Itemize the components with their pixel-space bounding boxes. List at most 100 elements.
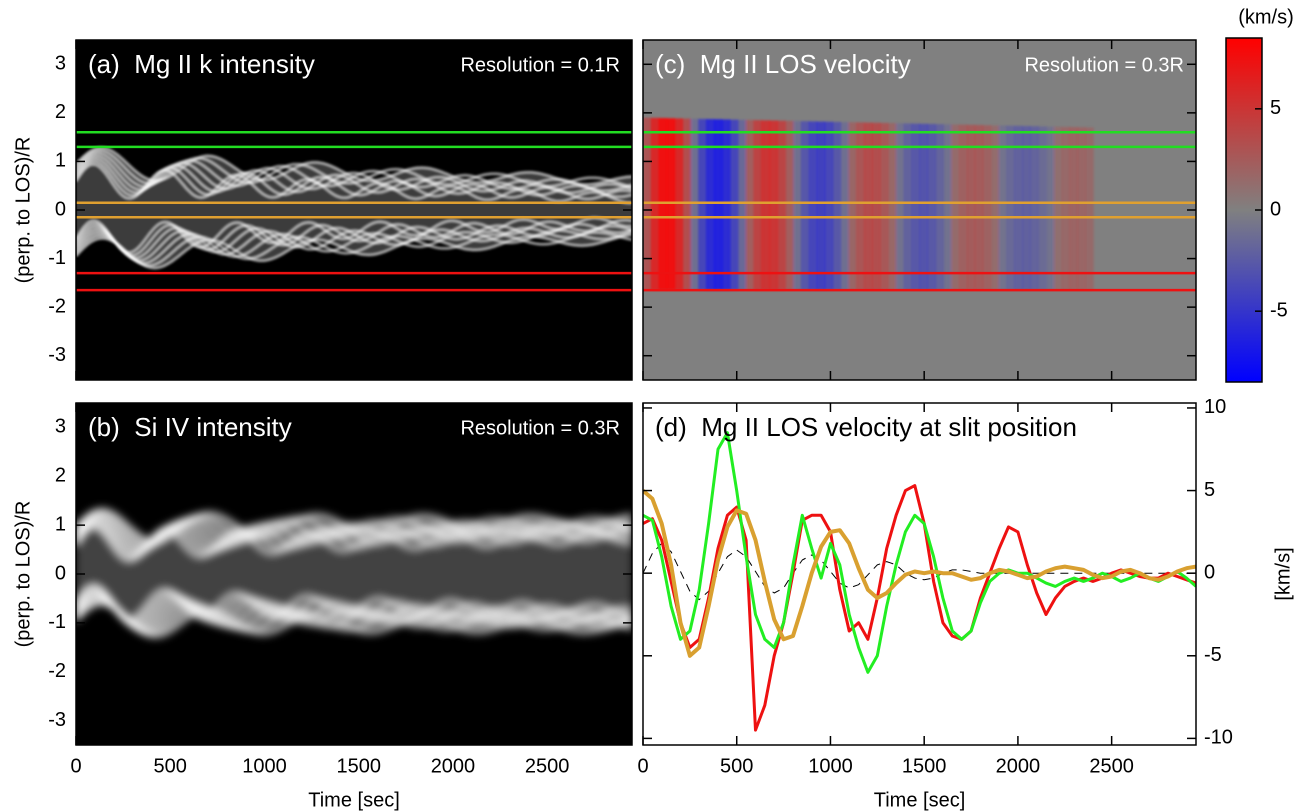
- panel-title: (c) Mg II LOS velocity: [655, 49, 911, 79]
- y-tick-label: 2: [55, 101, 66, 123]
- x-tick-label: 1500: [336, 755, 381, 777]
- plot-area: [643, 431, 1196, 732]
- y-tick-label: -1: [48, 611, 66, 633]
- x-tick-label: 500: [154, 755, 187, 777]
- image-stripe: [714, 119, 723, 291]
- image-stripe: [761, 120, 770, 291]
- x-tick-label: 2000: [431, 755, 476, 777]
- image-stripe: [737, 119, 747, 291]
- y-tick-label: 1: [55, 513, 66, 535]
- y-tick-label: 5: [1204, 479, 1215, 501]
- colorbar-tick-label: 0: [1270, 198, 1281, 220]
- plot-area: [76, 40, 632, 380]
- y-tick-label: -3: [48, 344, 66, 366]
- image-stripe: [848, 122, 857, 291]
- image-stripe: [1030, 126, 1039, 291]
- image-stripe: [650, 117, 660, 291]
- image-stripe: [1045, 126, 1055, 291]
- image-stripe: [951, 124, 960, 291]
- x-axis-label: Time [sec]: [874, 789, 966, 811]
- x-tick-label: 0: [70, 755, 81, 777]
- x-tick-label: 1500: [902, 755, 947, 777]
- image-stripe: [998, 125, 1007, 291]
- image-stripe: [895, 123, 905, 291]
- x-axis-label: Time [sec]: [308, 789, 400, 811]
- image-stripe: [864, 122, 873, 291]
- colorbar-tick-label: 5: [1270, 97, 1281, 119]
- image-stripe: [793, 121, 802, 291]
- image-stripe: [911, 123, 920, 291]
- image-stripe: [959, 124, 968, 291]
- image-texture: [643, 117, 1094, 291]
- panel-title: (b) Si IV intensity: [88, 412, 292, 442]
- image-stripe: [1006, 125, 1015, 291]
- panel-annotation: Resolution = 0.1R: [460, 54, 620, 76]
- y-tick-label: 10: [1204, 396, 1226, 418]
- image-stripe: [880, 122, 889, 291]
- image-stripe: [808, 121, 818, 291]
- image-stripe: [935, 124, 944, 291]
- colorbar-tick-label: -5: [1270, 299, 1288, 321]
- x-tick-label: 2500: [1089, 755, 1134, 777]
- image-strand: [76, 524, 632, 563]
- image-stripe: [990, 125, 999, 291]
- image-stripe: [777, 120, 786, 291]
- image-strand: [76, 224, 632, 262]
- image-stripe: [1061, 126, 1071, 291]
- image-stripe: [690, 118, 699, 291]
- image-stripe: [1085, 127, 1094, 291]
- image-stripe: [801, 121, 810, 291]
- y-axis-label: (perp. to LOS)/R: [12, 501, 34, 648]
- image-stripe: [674, 118, 683, 291]
- image-stripe: [824, 121, 834, 291]
- y-tick-label: 0: [55, 198, 66, 220]
- y-tick-label: -2: [48, 295, 66, 317]
- image-stripe: [903, 123, 913, 291]
- image-stripe: [840, 122, 849, 291]
- y-tick-label: -1: [48, 247, 66, 269]
- x-tick-label: 2000: [996, 755, 1041, 777]
- x-tick-label: 500: [720, 755, 753, 777]
- image-stripe: [927, 123, 936, 291]
- panel-annotation: Resolution = 0.3R: [1024, 54, 1184, 76]
- image-strand: [76, 162, 632, 205]
- x-tick-label: 1000: [808, 755, 853, 777]
- image-strand: [76, 216, 632, 254]
- y-tick-label: 3: [55, 416, 66, 438]
- image-stripe: [785, 120, 794, 291]
- y-tick-label: 0: [55, 562, 66, 584]
- image-stripe: [722, 119, 731, 291]
- image-stripe: [745, 119, 755, 291]
- series-line: [643, 484, 1196, 732]
- image-stripe: [1014, 125, 1023, 291]
- image-stripe: [974, 125, 984, 291]
- image-stripe: [919, 123, 928, 291]
- x-tick-label: 2500: [525, 755, 570, 777]
- x-tick-label: 1000: [242, 755, 287, 777]
- image-texture: [76, 146, 632, 270]
- image-stripe: [658, 118, 668, 291]
- image-stripe: [1077, 127, 1086, 291]
- image-texture: [76, 507, 632, 639]
- image-strand: [76, 582, 632, 623]
- image-stripe: [666, 118, 676, 291]
- y-axis-label: [km/s]: [1272, 547, 1294, 600]
- y-tick-label: -2: [48, 660, 66, 682]
- y-tick-label: 3: [55, 53, 66, 75]
- image-stripe: [706, 119, 715, 291]
- image-stripe: [729, 119, 739, 291]
- x-tick-label: 0: [637, 755, 648, 777]
- y-tick-label: -10: [1204, 727, 1233, 749]
- image-stripe: [753, 120, 762, 291]
- axes-frame: [642, 402, 1197, 746]
- image-stripe: [1069, 127, 1078, 291]
- image-stripe: [1053, 126, 1063, 291]
- image-strand: [76, 231, 632, 267]
- image-strand: [76, 597, 632, 637]
- series-line: [643, 489, 1196, 658]
- y-axis-label: (perp. to LOS)/R: [12, 137, 34, 284]
- image-stripe: [856, 122, 865, 291]
- y-tick-label: 0: [1204, 561, 1215, 583]
- image-stripe: [682, 118, 691, 291]
